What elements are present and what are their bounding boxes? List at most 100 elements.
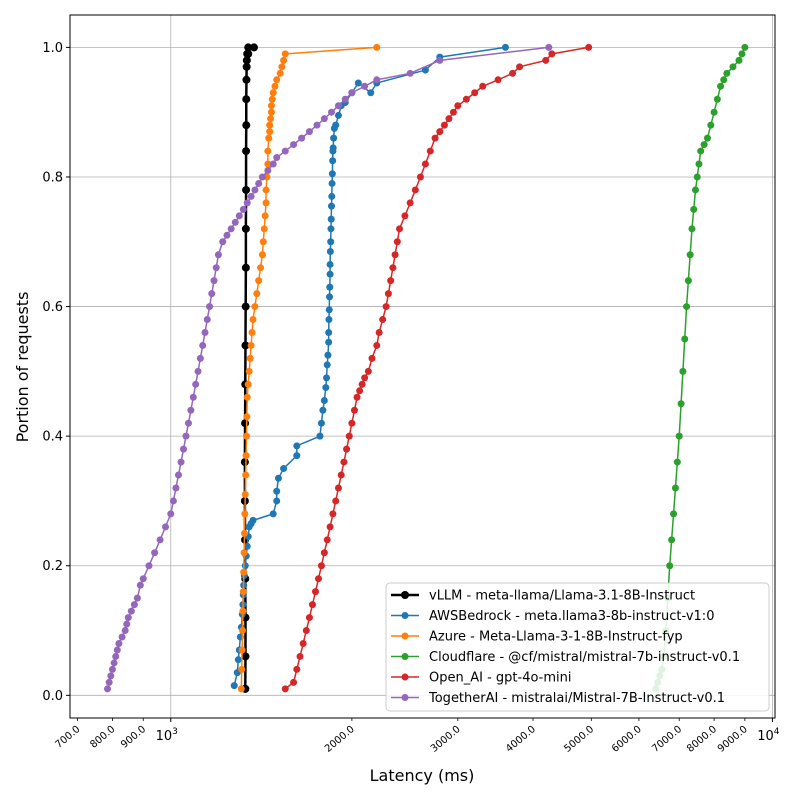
data-point <box>679 367 687 375</box>
x-major-tick-label: 103 <box>156 727 178 744</box>
data-point <box>302 627 310 635</box>
data-point <box>219 238 227 246</box>
data-point <box>266 128 274 136</box>
data-point <box>262 199 270 207</box>
data-point <box>675 432 683 440</box>
data-point <box>328 202 336 210</box>
data-point <box>330 134 338 142</box>
data-point <box>471 89 479 97</box>
data-point <box>237 685 245 693</box>
x-major-tick-exponent: 4 <box>774 727 780 737</box>
legend-swatch-marker <box>401 653 409 660</box>
data-point <box>462 95 470 103</box>
legend-label: vLLM - meta-llama/Llama-3.1-8B-Instruct <box>429 589 695 604</box>
data-point <box>454 102 462 110</box>
data-point <box>244 380 252 388</box>
data-point <box>379 316 387 324</box>
data-point <box>230 682 238 690</box>
data-point <box>255 179 263 187</box>
data-point <box>293 442 301 450</box>
data-point <box>308 601 316 609</box>
data-point <box>227 225 235 233</box>
data-point <box>697 147 705 155</box>
data-point <box>348 419 356 427</box>
data-point <box>320 549 328 557</box>
data-point <box>115 639 123 647</box>
data-point <box>323 536 331 544</box>
legend-box <box>385 582 770 712</box>
series-4 <box>281 43 593 693</box>
data-point <box>387 277 395 285</box>
data-point <box>245 367 253 375</box>
data-point <box>326 523 334 531</box>
data-point <box>305 128 313 136</box>
data-point <box>244 49 253 58</box>
data-point <box>340 458 348 466</box>
data-point <box>548 50 556 58</box>
data-point <box>259 238 267 246</box>
data-point <box>326 260 334 268</box>
data-point <box>334 111 342 119</box>
data-point <box>322 384 330 392</box>
y-tick-label: 0.4 <box>42 430 63 445</box>
data-point <box>691 186 699 194</box>
data-point <box>334 102 342 110</box>
data-point <box>668 536 676 544</box>
data-point <box>271 82 279 90</box>
data-point <box>127 607 135 615</box>
data-point <box>161 523 169 531</box>
data-point <box>267 108 275 116</box>
data-point <box>741 43 749 51</box>
data-point <box>264 167 272 175</box>
data-point <box>317 562 325 570</box>
data-point <box>326 283 334 291</box>
data-point <box>241 562 249 570</box>
data-point <box>249 43 258 52</box>
data-point <box>189 393 197 401</box>
data-point <box>258 251 266 259</box>
data-point <box>167 510 175 518</box>
data-point <box>242 452 250 460</box>
data-point <box>673 458 681 466</box>
data-point <box>421 66 429 74</box>
legend-label: Open_AI - gpt-4o-mini <box>429 671 571 686</box>
data-point <box>703 134 711 142</box>
data-point <box>396 225 404 233</box>
data-point <box>688 225 696 233</box>
data-point <box>247 192 255 200</box>
data-point <box>334 484 342 492</box>
data-point <box>139 575 147 583</box>
data-point <box>361 82 369 90</box>
data-point <box>242 75 251 84</box>
data-point <box>203 316 211 324</box>
data-point <box>241 341 250 350</box>
data-point <box>273 76 281 84</box>
data-point <box>345 432 353 440</box>
data-point <box>177 458 185 466</box>
data-point <box>214 251 222 259</box>
data-point <box>384 290 392 298</box>
data-point <box>231 218 239 226</box>
data-point <box>320 397 328 405</box>
data-point <box>671 484 679 492</box>
data-point <box>695 160 703 168</box>
data-point <box>105 678 113 686</box>
y-tick-label: 0.8 <box>42 170 63 185</box>
data-point <box>180 445 188 453</box>
y-tick-label: 0.2 <box>42 559 63 574</box>
data-point <box>723 69 731 77</box>
data-point <box>327 225 335 233</box>
data-point <box>389 264 397 272</box>
data-point <box>268 95 276 103</box>
data-point <box>337 471 345 479</box>
data-point <box>368 354 376 362</box>
y-tick-label: 1.0 <box>42 41 63 56</box>
data-point <box>670 510 678 518</box>
data-point <box>353 393 361 401</box>
data-point <box>516 63 524 71</box>
data-point <box>684 277 692 285</box>
data-point <box>720 76 728 84</box>
y-tick-label: 0.6 <box>42 300 63 315</box>
data-point <box>136 581 144 589</box>
data-point <box>123 620 131 628</box>
